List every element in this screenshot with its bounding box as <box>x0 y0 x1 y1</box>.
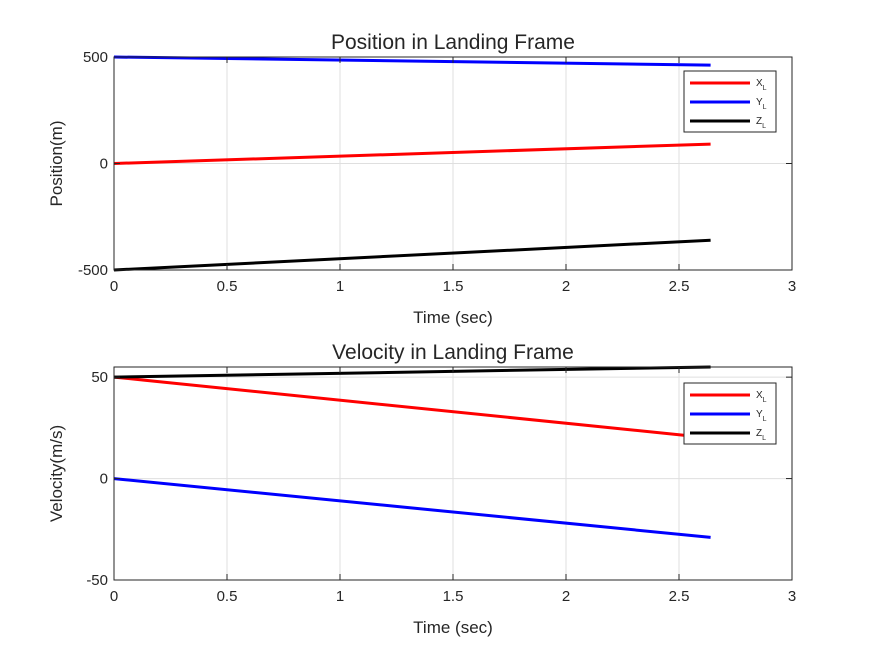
y-tick-label: -50 <box>86 572 108 589</box>
legend-label: ZL <box>756 428 766 442</box>
legend: XL YL ZL <box>683 70 777 133</box>
x-tick-label: 0.5 <box>217 278 238 295</box>
x-tick-label: 0.5 <box>217 588 238 605</box>
legend-label: XL <box>756 390 767 404</box>
y-tick-label: -500 <box>78 262 108 279</box>
y-tick-label: 0 <box>100 471 108 488</box>
y-axis-label: Velocity(m/s) <box>47 425 66 522</box>
series-line-z-l <box>113 365 711 379</box>
chart-title: Position in Landing Frame <box>331 31 575 54</box>
y-tick-label: 500 <box>83 49 108 66</box>
x-tick-label: 3 <box>788 278 796 295</box>
legend-label: XL <box>756 78 767 92</box>
x-tick-label: 2 <box>562 588 570 605</box>
chart-title: Velocity in Landing Frame <box>332 341 574 364</box>
series-line-y-l <box>113 55 711 67</box>
x-axis-label: Time (sec) <box>413 618 493 637</box>
x-tick-label: 2.5 <box>669 278 690 295</box>
x-tick-label: 1.5 <box>443 588 464 605</box>
legend-label: ZL <box>756 116 766 130</box>
y-tick-label: 0 <box>100 156 108 173</box>
y-axis-label: Position(m) <box>47 121 66 207</box>
x-tick-label: 3 <box>788 588 796 605</box>
x-tick-label: 2.5 <box>669 588 690 605</box>
x-axis-label: Time (sec) <box>413 308 493 327</box>
series-line-x-l <box>113 142 711 165</box>
series-line-y-l <box>113 477 711 539</box>
x-tick-label: 1.5 <box>443 278 464 295</box>
legend-label: YL <box>756 409 767 423</box>
legend-label: YL <box>756 97 767 111</box>
y-tick-label: 50 <box>91 369 108 386</box>
x-tick-label: 1 <box>336 588 344 605</box>
x-tick-label: 1 <box>336 278 344 295</box>
series-line-z-l <box>113 238 711 272</box>
x-tick-label: 0 <box>110 278 118 295</box>
x-tick-label: 2 <box>562 278 570 295</box>
x-tick-label: 0 <box>110 588 118 605</box>
legend: XL YL ZL <box>683 382 777 445</box>
series-line-x-l <box>113 375 711 440</box>
